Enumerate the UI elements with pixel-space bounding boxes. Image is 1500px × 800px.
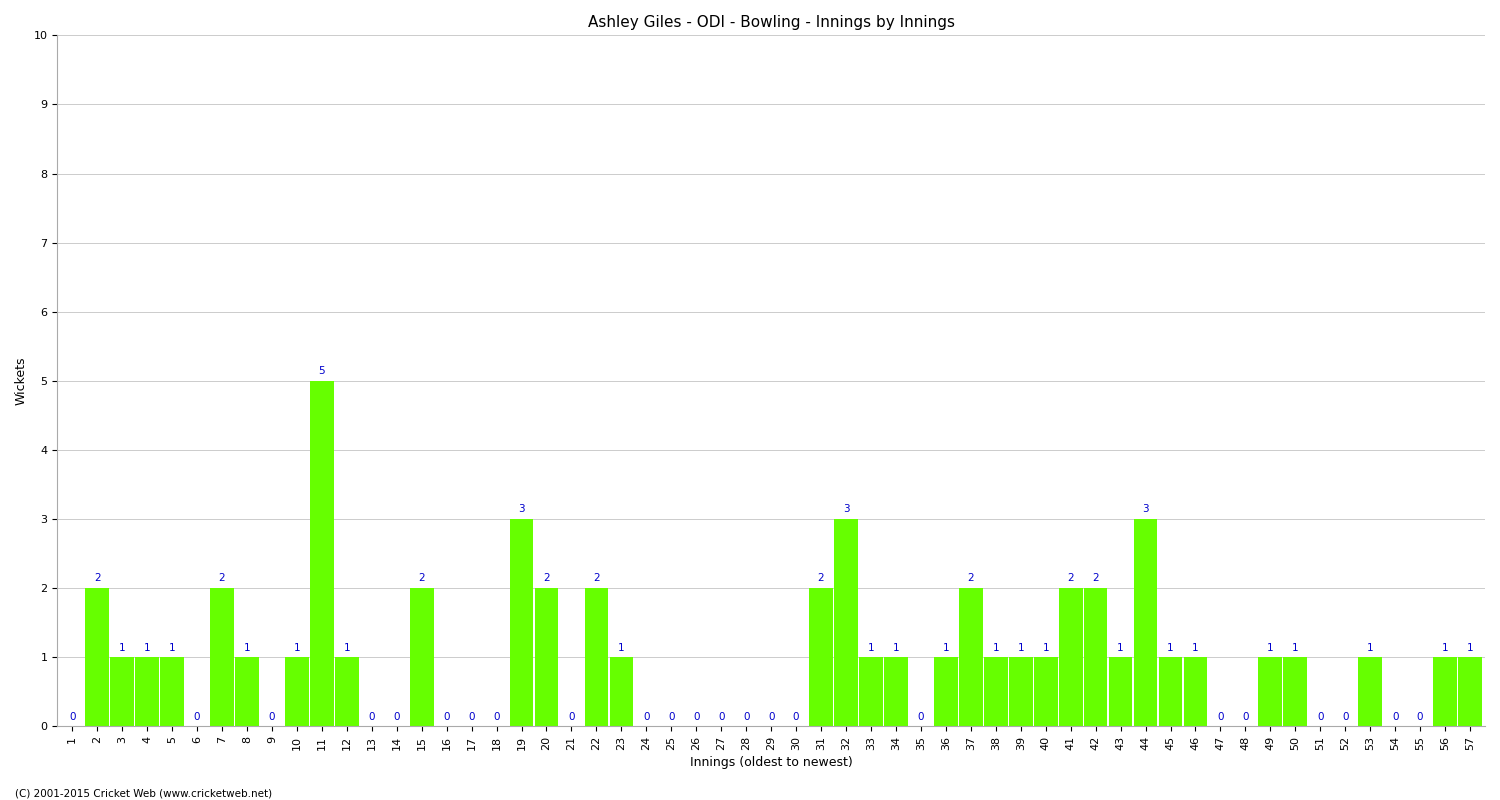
Text: 0: 0 bbox=[1392, 712, 1398, 722]
Text: 1: 1 bbox=[1467, 642, 1473, 653]
Text: 1: 1 bbox=[942, 642, 950, 653]
Text: 0: 0 bbox=[268, 712, 274, 722]
Text: 0: 0 bbox=[369, 712, 375, 722]
Bar bbox=[834, 519, 858, 726]
Bar bbox=[585, 588, 609, 726]
Text: 2: 2 bbox=[1092, 574, 1100, 583]
Text: 0: 0 bbox=[444, 712, 450, 722]
Bar bbox=[1258, 658, 1282, 726]
Text: 3: 3 bbox=[518, 504, 525, 514]
Text: 2: 2 bbox=[968, 574, 974, 583]
Text: 1: 1 bbox=[1167, 642, 1174, 653]
Bar bbox=[609, 658, 633, 726]
Text: 2: 2 bbox=[1068, 574, 1074, 583]
Bar bbox=[1184, 658, 1208, 726]
Text: 0: 0 bbox=[794, 712, 800, 722]
Bar bbox=[334, 658, 358, 726]
Text: 0: 0 bbox=[1242, 712, 1248, 722]
Bar bbox=[1359, 658, 1382, 726]
Text: 1: 1 bbox=[618, 642, 624, 653]
Bar bbox=[1084, 588, 1107, 726]
Text: 1: 1 bbox=[1042, 642, 1048, 653]
Text: 0: 0 bbox=[494, 712, 500, 722]
X-axis label: Innings (oldest to newest): Innings (oldest to newest) bbox=[690, 756, 852, 769]
Text: 1: 1 bbox=[243, 642, 250, 653]
Text: 3: 3 bbox=[1142, 504, 1149, 514]
Text: 0: 0 bbox=[742, 712, 750, 722]
Text: 0: 0 bbox=[668, 712, 675, 722]
Text: 0: 0 bbox=[568, 712, 574, 722]
Bar bbox=[160, 658, 184, 726]
Text: 0: 0 bbox=[718, 712, 724, 722]
Text: 0: 0 bbox=[69, 712, 75, 722]
Text: 0: 0 bbox=[693, 712, 699, 722]
Bar bbox=[1034, 658, 1058, 726]
Text: 2: 2 bbox=[818, 574, 825, 583]
Bar bbox=[1134, 519, 1158, 726]
Text: 1: 1 bbox=[1442, 642, 1449, 653]
Text: 1: 1 bbox=[993, 642, 999, 653]
Bar bbox=[236, 658, 260, 726]
Text: 2: 2 bbox=[219, 574, 225, 583]
Bar bbox=[859, 658, 883, 726]
Bar bbox=[1059, 588, 1083, 726]
Bar bbox=[1010, 658, 1032, 726]
Bar bbox=[534, 588, 558, 726]
Text: 1: 1 bbox=[1118, 642, 1124, 653]
Y-axis label: Wickets: Wickets bbox=[15, 357, 28, 405]
Text: 1: 1 bbox=[144, 642, 150, 653]
Text: 5: 5 bbox=[318, 366, 326, 376]
Text: 2: 2 bbox=[419, 574, 424, 583]
Bar bbox=[410, 588, 434, 726]
Text: 0: 0 bbox=[194, 712, 201, 722]
Bar bbox=[1432, 658, 1456, 726]
Text: 1: 1 bbox=[1192, 642, 1198, 653]
Text: 2: 2 bbox=[592, 574, 600, 583]
Text: 1: 1 bbox=[892, 642, 900, 653]
Bar bbox=[1458, 658, 1482, 726]
Bar bbox=[86, 588, 109, 726]
Text: 0: 0 bbox=[768, 712, 774, 722]
Title: Ashley Giles - ODI - Bowling - Innings by Innings: Ashley Giles - ODI - Bowling - Innings b… bbox=[588, 15, 954, 30]
Text: 1: 1 bbox=[294, 642, 300, 653]
Text: 1: 1 bbox=[1268, 642, 1274, 653]
Bar bbox=[958, 588, 982, 726]
Text: 1: 1 bbox=[118, 642, 126, 653]
Text: 0: 0 bbox=[1317, 712, 1323, 722]
Text: 0: 0 bbox=[1418, 712, 1424, 722]
Bar bbox=[111, 658, 134, 726]
Text: 2: 2 bbox=[543, 574, 550, 583]
Text: 1: 1 bbox=[1366, 642, 1374, 653]
Bar bbox=[135, 658, 159, 726]
Text: 0: 0 bbox=[918, 712, 924, 722]
Bar bbox=[1158, 658, 1182, 726]
Bar bbox=[884, 658, 908, 726]
Text: 1: 1 bbox=[1292, 642, 1299, 653]
Text: 0: 0 bbox=[644, 712, 650, 722]
Text: 0: 0 bbox=[468, 712, 476, 722]
Text: 2: 2 bbox=[94, 574, 100, 583]
Bar bbox=[1284, 658, 1306, 726]
Bar bbox=[1108, 658, 1132, 726]
Text: 1: 1 bbox=[1017, 642, 1025, 653]
Text: 1: 1 bbox=[170, 642, 176, 653]
Text: 0: 0 bbox=[393, 712, 400, 722]
Text: 0: 0 bbox=[1216, 712, 1224, 722]
Bar bbox=[310, 381, 333, 726]
Bar bbox=[510, 519, 534, 726]
Bar bbox=[285, 658, 309, 726]
Text: 1: 1 bbox=[867, 642, 874, 653]
Bar bbox=[210, 588, 234, 726]
Bar bbox=[808, 588, 832, 726]
Text: 1: 1 bbox=[344, 642, 350, 653]
Text: (C) 2001-2015 Cricket Web (www.cricketweb.net): (C) 2001-2015 Cricket Web (www.cricketwe… bbox=[15, 788, 272, 798]
Text: 0: 0 bbox=[1342, 712, 1348, 722]
Bar bbox=[984, 658, 1008, 726]
Bar bbox=[934, 658, 957, 726]
Text: 3: 3 bbox=[843, 504, 849, 514]
